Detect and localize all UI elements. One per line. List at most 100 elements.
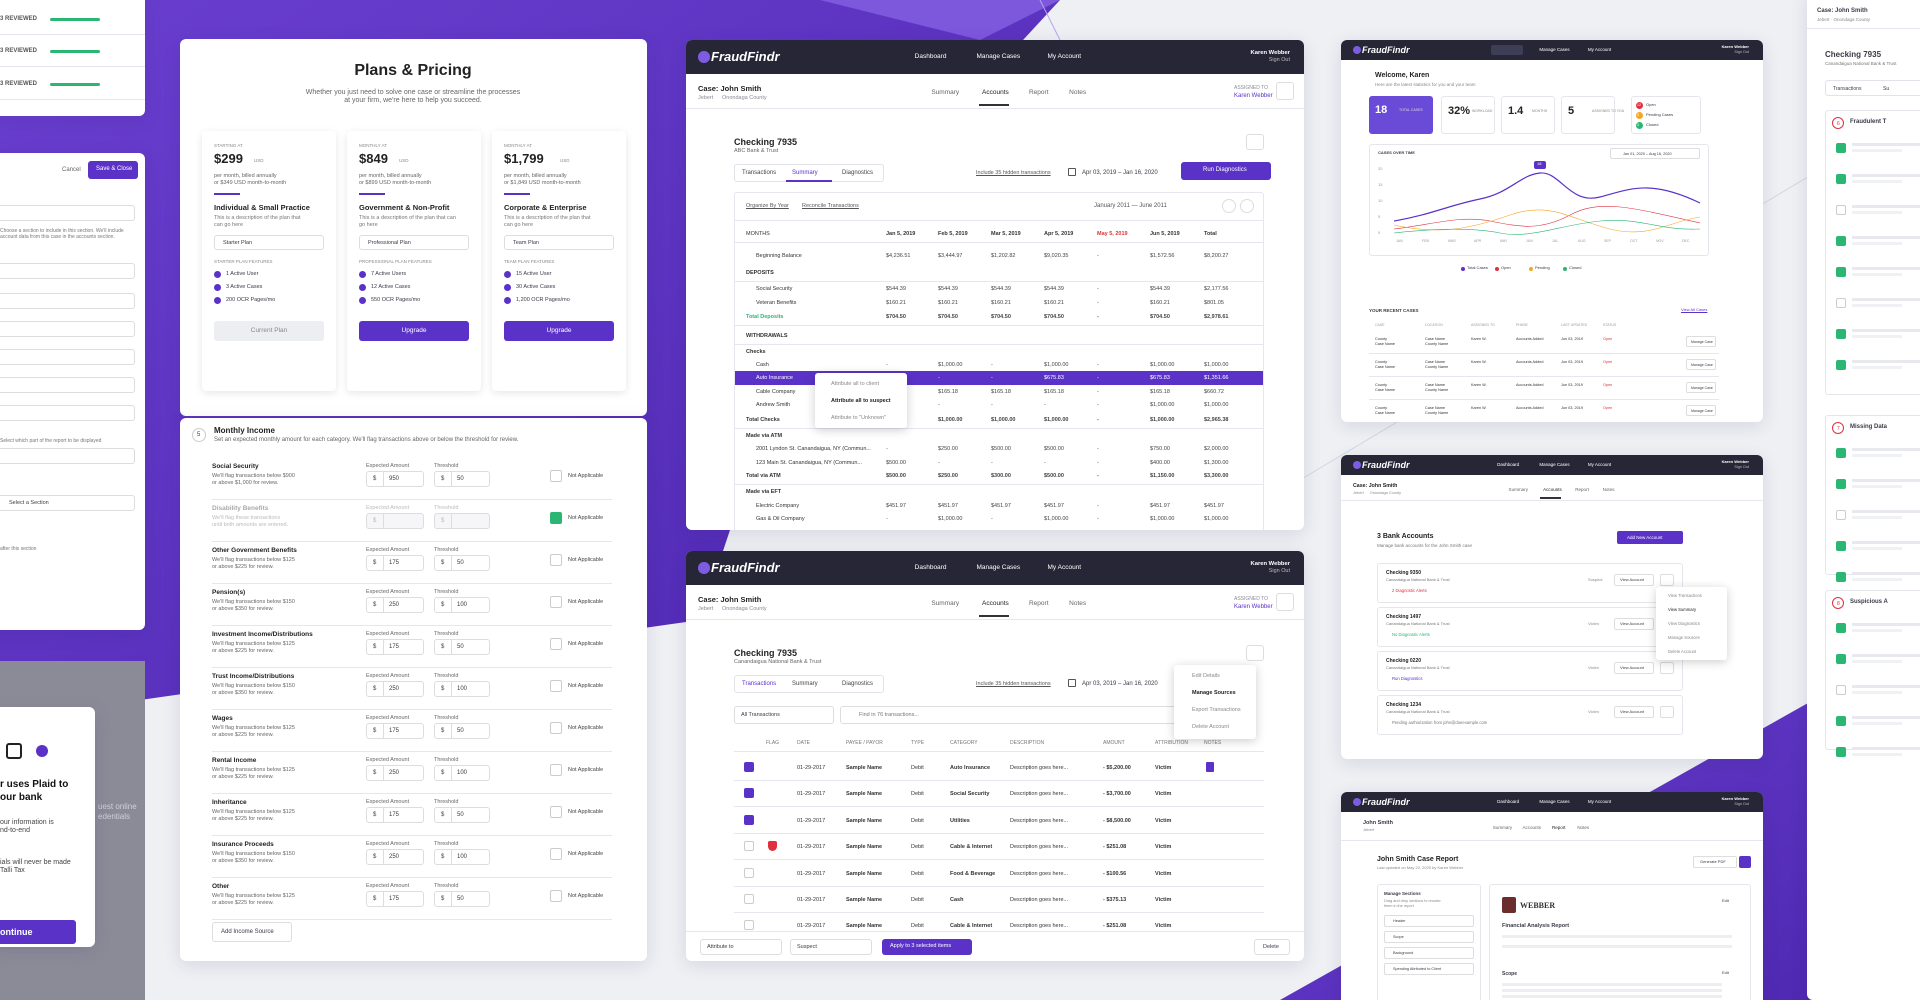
amount-input[interactable]: $250: [366, 681, 424, 697]
continue-label[interactable]: ontinue: [0, 927, 33, 937]
search-input[interactable]: Find in 76 transactions...: [840, 706, 1200, 724]
hidden-link[interactable]: Include 35 hidden transactions: [976, 681, 1051, 687]
menu-item[interactable]: Edit Details: [1192, 673, 1220, 679]
button-label[interactable]: Upgrade: [401, 327, 427, 334]
amount-input[interactable]: $50: [434, 891, 490, 907]
checkbox[interactable]: [550, 764, 562, 776]
tab[interactable]: Report: [1552, 825, 1566, 830]
menu-item[interactable]: Attribute all to client: [831, 381, 879, 387]
button-label[interactable]: Add New Account: [1627, 535, 1663, 540]
tab[interactable]: Notes: [1602, 486, 1615, 492]
more-button[interactable]: [1276, 82, 1294, 100]
date-box[interactable]: Jan 01, 2020 – Aug 16, 2020: [1610, 148, 1700, 159]
checkbox[interactable]: [550, 680, 562, 692]
sign-out[interactable]: Sign Out: [1268, 57, 1290, 64]
section-item[interactable]: Background: [1384, 947, 1474, 959]
run-button[interactable]: Run Diagnostics: [1181, 162, 1271, 180]
row-checkbox[interactable]: [744, 762, 754, 772]
tab[interactable]: Notes: [1069, 89, 1087, 96]
add-button[interactable]: Add Income Source: [212, 922, 292, 942]
menu-item[interactable]: Delete Account: [1192, 724, 1229, 730]
button-label[interactable]: Delete: [1263, 944, 1279, 950]
link[interactable]: Organize By Year: [746, 203, 789, 209]
nav-link[interactable]: Dashboard: [914, 564, 947, 572]
amount-input[interactable]: $100: [434, 849, 490, 865]
amount-input[interactable]: $: [366, 513, 424, 529]
view-button[interactable]: View Account: [1614, 618, 1654, 630]
delete-button[interactable]: Delete: [1254, 939, 1290, 955]
tab[interactable]: Report: [1575, 486, 1589, 492]
menu-item[interactable]: Export Transactions: [1192, 707, 1241, 713]
button-label[interactable]: Manage Case: [1691, 340, 1713, 344]
nav-link[interactable]: My Account: [1587, 799, 1612, 805]
amount-input[interactable]: $175: [366, 639, 424, 655]
checkbox[interactable]: [550, 554, 562, 566]
nav-link[interactable]: Manage Cases: [976, 53, 1021, 61]
tab[interactable]: Summary: [931, 89, 960, 96]
generate-button[interactable]: Generate PDF: [1693, 856, 1737, 868]
checkbox[interactable]: [550, 470, 562, 482]
nav-link[interactable]: Manage Cases: [1539, 462, 1570, 468]
amount-input[interactable]: $50: [434, 807, 490, 823]
button-label[interactable]: View Account: [1620, 621, 1644, 626]
apply-button[interactable]: Apply to 3 selected items: [882, 939, 972, 955]
tab[interactable]: Transactions: [1833, 86, 1862, 92]
amount-input[interactable]: $175: [366, 555, 424, 571]
nav-link[interactable]: My Account: [1587, 47, 1612, 53]
button-label[interactable]: View Account: [1620, 577, 1644, 582]
menu-item[interactable]: Attribute to "Unknown": [831, 415, 886, 421]
amount-input[interactable]: $250: [366, 597, 424, 613]
next-button[interactable]: [1240, 199, 1254, 213]
more-button[interactable]: [1246, 134, 1264, 150]
plan-button[interactable]: Upgrade: [504, 321, 614, 341]
checkbox[interactable]: [550, 806, 562, 818]
menu-item[interactable]: View Diagnostics: [1668, 621, 1700, 626]
view-button[interactable]: View Account: [1614, 706, 1654, 718]
amount-input[interactable]: $50: [434, 471, 490, 487]
subtab[interactable]: Transactions: [742, 681, 777, 687]
row-checkbox[interactable]: [744, 841, 754, 851]
button-label[interactable]: Apply to 3 selected items: [890, 943, 952, 949]
amount-input[interactable]: $175: [366, 891, 424, 907]
manage-button[interactable]: Manage Case: [1686, 359, 1716, 370]
section-item[interactable]: Spending Attributed to Client: [1384, 963, 1474, 975]
tab[interactable]: Summary: [931, 600, 960, 607]
menu-item[interactable]: Manage Sources: [1192, 690, 1236, 696]
more-button[interactable]: [1246, 645, 1264, 661]
tab[interactable]: Notes: [1577, 825, 1590, 830]
view-button[interactable]: View Account: [1614, 574, 1654, 586]
tab[interactable]: Accounts: [1522, 825, 1541, 830]
sign-out[interactable]: Sign Out: [1268, 568, 1290, 575]
amount-input[interactable]: $50: [434, 723, 490, 739]
save-label[interactable]: Save & Close: [96, 166, 133, 172]
amount-input[interactable]: $100: [434, 765, 490, 781]
row-checkbox[interactable]: [744, 815, 754, 825]
row-checkbox[interactable]: [744, 894, 754, 904]
nav-link[interactable]: Dashboard: [914, 53, 947, 61]
button-label[interactable]: View Account: [1620, 665, 1644, 670]
prev-button[interactable]: [1222, 199, 1236, 213]
tab[interactable]: Report: [1028, 89, 1049, 96]
menu-item[interactable]: Attribute all to suspect: [831, 398, 891, 404]
plan-button[interactable]: Current Plan: [214, 321, 324, 341]
row-checkbox[interactable]: [744, 788, 754, 798]
button-label[interactable]: Manage Case: [1691, 363, 1713, 367]
subtab[interactable]: Summary: [792, 170, 818, 176]
section-item[interactable]: Header: [1384, 915, 1474, 927]
button-label[interactable]: Current Plan: [250, 327, 288, 334]
amount-input[interactable]: $250: [366, 849, 424, 865]
button-label[interactable]: Manage Case: [1691, 409, 1713, 413]
button-label[interactable]: Upgrade: [546, 327, 572, 334]
amount-input[interactable]: $50: [434, 555, 490, 571]
checkbox[interactable]: [550, 722, 562, 734]
amount-input[interactable]: $250: [366, 765, 424, 781]
save-button[interactable]: Save & Close: [88, 161, 138, 179]
section-item[interactable]: Scope: [1384, 931, 1474, 943]
row-checkbox[interactable]: [744, 868, 754, 878]
row-checkbox[interactable]: [744, 920, 754, 930]
tab[interactable]: Accounts: [982, 89, 1009, 96]
tab[interactable]: Summary: [1508, 486, 1528, 492]
plan-select[interactable]: Starter Plan: [214, 235, 324, 250]
button-label[interactable]: Add Income Source: [221, 929, 274, 935]
nav-link[interactable]: My Account: [1047, 564, 1082, 572]
